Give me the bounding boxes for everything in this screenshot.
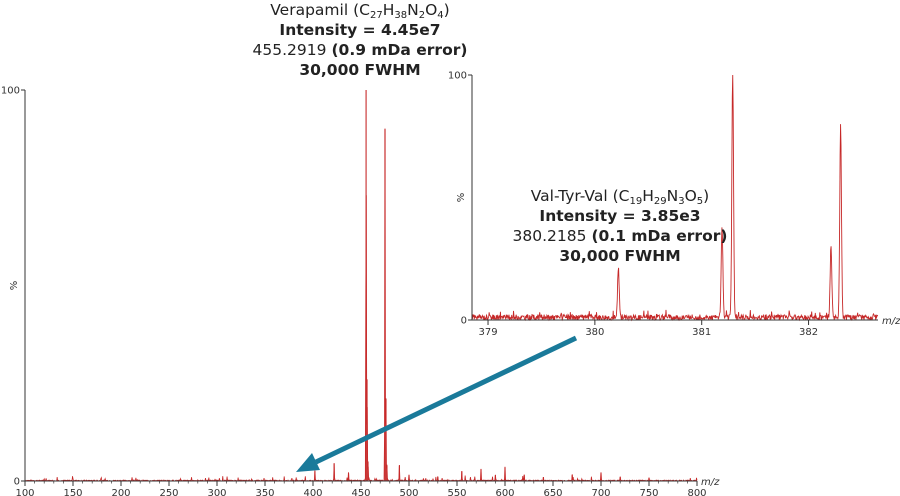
x-axis-label: m/z [701, 477, 720, 488]
x-tick-label: 380 [585, 327, 604, 338]
main-spectrum-plot: 100 150 200 250 300 350 400 450 500 550 600 650 700 7… [1, 86, 720, 496]
spectrum-trace [24, 128, 698, 483]
x-axis-label: m/z [882, 316, 900, 327]
verapamil-resolution: 30,000 FWHM [299, 61, 421, 79]
valtyrval-annotation: Val-Tyr-Val (C19H29N3O5) Intensity = 3.8… [470, 186, 770, 266]
valtyrval-name-line: Val-Tyr-Val (C19H29N3O5) [470, 186, 770, 207]
arrow-shaft [314, 335, 578, 465]
x-tick-label: 250 [159, 488, 178, 496]
x-tick-label: 382 [799, 327, 818, 338]
x-tick-label: 200 [111, 488, 130, 496]
y-tick-label: 100 [1, 86, 20, 97]
y-tick-label: 0 [14, 477, 20, 488]
verapamil-name-line: Verapamil (C27H38N2O4) [210, 0, 510, 21]
arrow-head [296, 453, 320, 472]
verapamil-annotation: Verapamil (C27H38N2O4) Intensity = 4.45e… [210, 0, 510, 80]
verapamil-name: Verapamil [270, 1, 349, 19]
x-tick-label: 379 [478, 327, 497, 338]
verapamil-mass-line: 455.2919 (0.9 mDa error) [210, 40, 510, 60]
x-tick-label: 150 [63, 488, 82, 496]
y-axis-label: % [9, 281, 20, 291]
valtyrval-resolution: 30,000 FWHM [559, 247, 681, 265]
x-tick-label: 450 [351, 488, 370, 496]
inset-spectrum-plot: 379 380 381 382 0 100% m/z [448, 71, 900, 339]
zoom-arrow [296, 335, 578, 472]
y-axis-label: % [456, 193, 467, 203]
x-tick-label: 300 [207, 488, 226, 496]
valtyrval-error: (0.1 mDa error) [591, 227, 728, 245]
x-tick-label: 100 [15, 488, 34, 496]
valtyrval-mass-line: 380.2185 (0.1 mDa error) [470, 226, 770, 246]
x-tick-label: 800 [687, 488, 706, 496]
x-tick-label: 750 [639, 488, 658, 496]
x-tick-label: 500 [399, 488, 418, 496]
valtyrval-formula: (C19H29N3O5) [612, 187, 710, 207]
x-tick-label: 400 [303, 488, 322, 496]
valtyrval-intensity: Intensity = 3.85e3 [539, 207, 701, 225]
x-tick-label: 700 [591, 488, 610, 496]
spectrum-trace [471, 74, 879, 322]
verapamil-formula: (C27H38N2O4) [353, 1, 450, 21]
x-tick-label: 350 [255, 488, 274, 496]
x-tick-label: 600 [495, 488, 514, 496]
x-tick-label: 381 [692, 327, 711, 338]
verapamil-error: (0.9 mDa error) [331, 41, 468, 59]
valtyrval-name: Val-Tyr-Val [530, 187, 608, 205]
x-tick-label: 550 [447, 488, 466, 496]
verapamil-intensity: Intensity = 4.45e7 [279, 21, 441, 39]
y-tick-label: 100 [448, 71, 467, 82]
verapamil-mass: 455.2919 [252, 41, 327, 59]
y-tick-label: 0 [461, 316, 467, 327]
valtyrval-mass: 380.2185 [512, 227, 587, 245]
x-tick-label: 650 [543, 488, 562, 496]
